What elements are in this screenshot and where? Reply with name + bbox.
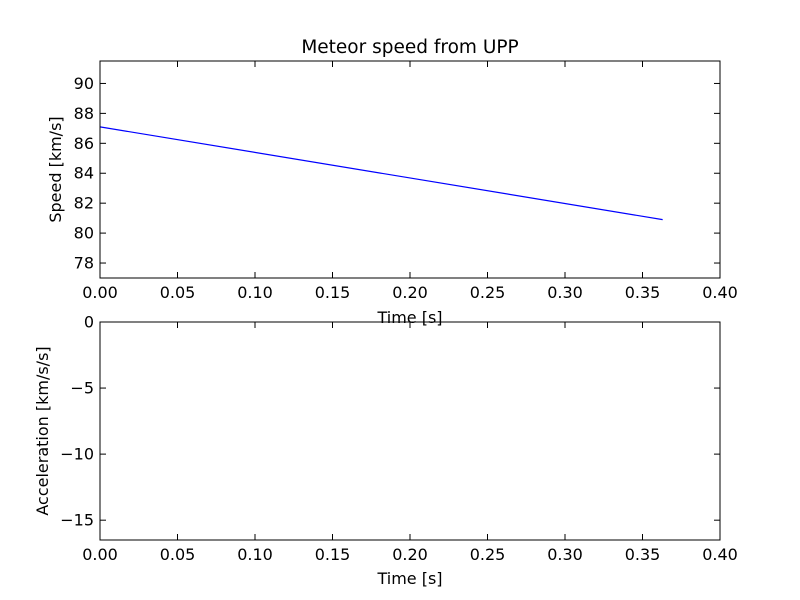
speed-x-ticks: 0.00 0.05 0.10 0.15 0.20 0.25 0.30 0.35 0.40 [82,61,738,302]
acceleration-y-tick-label: 0 [84,313,94,332]
speed-x-tick-label: 0.40 [702,283,738,302]
acceleration-x-tick-label: 0.10 [237,545,273,564]
acceleration-y-tick-label: −5 [70,379,94,398]
speed-x-tick-label: 0.10 [237,283,273,302]
speed-plot-lines [99,126,663,221]
acceleration-y-tick-label: −15 [60,511,94,530]
acceleration-y-tick-label: −10 [60,445,94,464]
acceleration-x-tick-label: 0.20 [392,545,428,564]
acceleration-x-tick-label: 0.35 [625,545,661,564]
acceleration-x-tick-label: 0.15 [315,545,351,564]
speed-y-tick-label: 78 [74,254,94,273]
speed-x-tick-label: 0.00 [82,283,118,302]
speed-subplot: Meteor speed from UPP 0.00 0.05 0.10 0.15 0.… [46,37,738,327]
acceleration-axes-frame [99,321,721,541]
speed-y-tick-label: 82 [74,194,94,213]
speed-y-tick-label: 86 [74,134,94,153]
speed-x-tick-label: 0.35 [625,283,661,302]
acceleration-x-ticks: 0.00 0.05 0.10 0.15 0.20 0.25 0.30 0.35 0.40 [82,322,738,564]
speed-y-ticks: 78 80 82 84 86 88 90 [74,74,720,273]
speed-chart-title: Meteor speed from UPP [301,37,518,58]
acceleration-y-axis-label: Acceleration [km/s/s] [33,346,52,515]
speed-y-tick-label: 88 [74,104,94,123]
speed-y-tick-label: 80 [74,224,94,243]
acceleration-x-tick-label: 0.30 [547,545,583,564]
speed-x-tick-label: 0.30 [547,283,583,302]
acceleration-x-tick-label: 0.40 [702,545,738,564]
speed-x-tick-label: 0.15 [315,283,351,302]
speed-axes-frame [99,60,721,279]
speed-x-tick-label: 0.20 [392,283,428,302]
acceleration-x-tick-label: 0.05 [160,545,196,564]
acceleration-x-axis-label: Time [s] [376,569,442,588]
acceleration-subplot: 0.00 0.05 0.10 0.15 0.20 0.25 0.30 0.35 0.40 0 −5… [33,313,738,589]
speed-y-tick-label: 84 [74,164,94,183]
speed-y-tick-label: 90 [74,74,94,93]
speed-series-line [99,126,663,221]
speed-y-axis-label: Speed [km/s] [46,116,65,222]
acceleration-x-tick-label: 0.25 [470,545,506,564]
speed-x-tick-label: 0.25 [470,283,506,302]
speed-x-tick-label: 0.05 [160,283,196,302]
acceleration-x-tick-label: 0.00 [82,545,118,564]
